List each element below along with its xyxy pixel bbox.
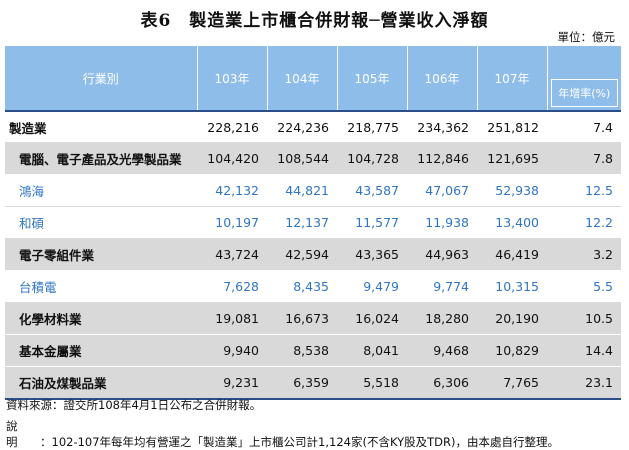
row-revenue-value: 6,306 — [407, 366, 477, 400]
table-row: 和碩 10,197 12,137 11,577 11,938 13,400 12.2 — [5, 206, 621, 239]
row-industry-name: 化學材料業 — [5, 302, 197, 335]
row-revenue-value: 12,137 — [267, 206, 337, 239]
row-revenue-value: 44,821 — [267, 174, 337, 207]
row-revenue-value: 10,197 — [197, 206, 267, 239]
row-revenue-value: 9,231 — [197, 366, 267, 400]
row-industry-name: 製造業 — [5, 111, 197, 143]
row-growth-rate: 12.5 — [547, 174, 621, 207]
row-growth-rate: 5.5 — [547, 270, 621, 303]
row-revenue-value: 42,132 — [197, 174, 267, 207]
row-revenue-value: 42,594 — [267, 238, 337, 271]
explanation-text: ：102-107年每年均有營運之「製造業」上市櫃公司計1,124家(不含KY股及… — [40, 435, 559, 449]
row-revenue-value: 16,673 — [267, 302, 337, 335]
row-revenue-value: 112,846 — [407, 142, 477, 175]
row-industry-name: 台積電 — [5, 270, 197, 303]
row-industry-name: 電腦、電子產品及光學製品業 — [5, 142, 197, 175]
row-revenue-value: 9,940 — [197, 334, 267, 367]
row-revenue-value: 8,538 — [267, 334, 337, 367]
row-revenue-value: 10,315 — [477, 270, 547, 303]
header-107: 107年 — [477, 46, 548, 111]
table-row: 電子零組件業 43,724 42,594 43,365 44,963 46,419 3.2 — [5, 238, 621, 271]
row-revenue-value: 43,365 — [337, 238, 407, 271]
row-growth-rate: 23.1 — [547, 366, 621, 400]
row-revenue-value: 218,775 — [337, 111, 407, 143]
row-revenue-value: 7,628 — [197, 270, 267, 303]
row-revenue-value: 9,468 — [407, 334, 477, 367]
row-revenue-value: 251,812 — [477, 111, 547, 143]
row-industry-name: 電子零組件業 — [5, 238, 197, 271]
row-growth-rate: 3.2 — [547, 238, 621, 271]
table-row: 電腦、電子產品及光學製品業 104,420 108,544 104,728 112,84… — [5, 142, 621, 175]
row-revenue-value: 224,236 — [267, 111, 337, 143]
row-revenue-value: 11,938 — [407, 206, 477, 239]
source-note: 資料來源：證交所108年4月1日公布之合併財報。 — [6, 398, 262, 412]
explanation-note: 說明 ：102-107年每年均有營運之「製造業」上市櫃公司計1,124家(不含KY… — [6, 418, 559, 450]
row-growth-rate: 7.8 — [547, 142, 621, 175]
table-row: 化學材料業 19,081 16,673 16,024 18,280 20,190 10.5 — [5, 302, 621, 335]
header-105: 105年 — [337, 46, 408, 111]
row-revenue-value: 234,362 — [407, 111, 477, 143]
row-growth-rate: 10.5 — [547, 302, 621, 335]
row-revenue-value: 52,938 — [477, 174, 547, 207]
row-revenue-value: 9,774 — [407, 270, 477, 303]
table-title: 表6 製造業上市櫃合併財報─營業收入淨額 — [140, 11, 489, 31]
row-growth-rate: 7.4 — [547, 111, 621, 143]
row-revenue-value: 10,829 — [477, 334, 547, 367]
header-106: 106年 — [407, 46, 478, 111]
row-revenue-value: 6,359 — [267, 366, 337, 400]
row-revenue-value: 20,190 — [477, 302, 547, 335]
row-revenue-value: 108,544 — [267, 142, 337, 175]
row-revenue-value: 8,041 — [337, 334, 407, 367]
table-header-row: 行業別 103年 104年 105年 106年 107年 年增率(%) — [5, 46, 621, 111]
row-revenue-value: 228,216 — [197, 111, 267, 143]
row-revenue-value: 47,067 — [407, 174, 477, 207]
row-revenue-value: 46,419 — [477, 238, 547, 271]
table-row: 台積電 7,628 8,435 9,479 9,774 10,315 5.5 — [5, 270, 621, 303]
header-103: 103年 — [197, 46, 268, 111]
table-row: 鴻海 42,132 44,821 43,587 47,067 52,938 12.5 — [5, 174, 621, 207]
table-row: 基本金屬業 9,940 8,538 8,041 9,468 10,829 14.4 — [5, 334, 621, 367]
row-revenue-value: 43,724 — [197, 238, 267, 271]
row-growth-rate: 12.2 — [547, 206, 621, 239]
row-revenue-value: 121,695 — [477, 142, 547, 175]
row-revenue-value: 16,024 — [337, 302, 407, 335]
row-industry-name: 基本金屬業 — [5, 334, 197, 367]
row-industry-name: 鴻海 — [5, 174, 197, 207]
header-industry: 行業別 — [5, 46, 198, 111]
row-revenue-value: 9,479 — [337, 270, 407, 303]
header-growth-rate: 年增率(%) — [547, 46, 621, 111]
row-revenue-value: 18,280 — [407, 302, 477, 335]
row-revenue-value: 11,577 — [337, 206, 407, 239]
row-growth-rate: 14.4 — [547, 334, 621, 367]
row-revenue-value: 7,765 — [477, 366, 547, 400]
header-104: 104年 — [267, 46, 338, 111]
revenue-table: 行業別 103年 104年 105年 106年 107年 年增率(%) 製造業 2… — [5, 46, 621, 400]
row-revenue-value: 104,420 — [197, 142, 267, 175]
row-industry-name: 和碩 — [5, 206, 197, 239]
row-revenue-value: 44,963 — [407, 238, 477, 271]
row-revenue-value: 5,518 — [337, 366, 407, 400]
row-revenue-value: 8,435 — [267, 270, 337, 303]
row-industry-name: 石油及煤製品業 — [5, 366, 197, 400]
table-row: 製造業 228,216 224,236 218,775 234,362 251,812 7.… — [5, 111, 621, 143]
row-revenue-value: 104,728 — [337, 142, 407, 175]
growth-rate-label: 年增率(%) — [550, 79, 618, 107]
unit-label: 單位：億元 — [557, 30, 616, 44]
explanation-label: 說明 — [6, 419, 36, 449]
row-revenue-value: 43,587 — [337, 174, 407, 207]
table-row: 石油及煤製品業 9,231 6,359 5,518 6,306 7,765 23.1 — [5, 366, 621, 400]
row-revenue-value: 19,081 — [197, 302, 267, 335]
row-revenue-value: 13,400 — [477, 206, 547, 239]
